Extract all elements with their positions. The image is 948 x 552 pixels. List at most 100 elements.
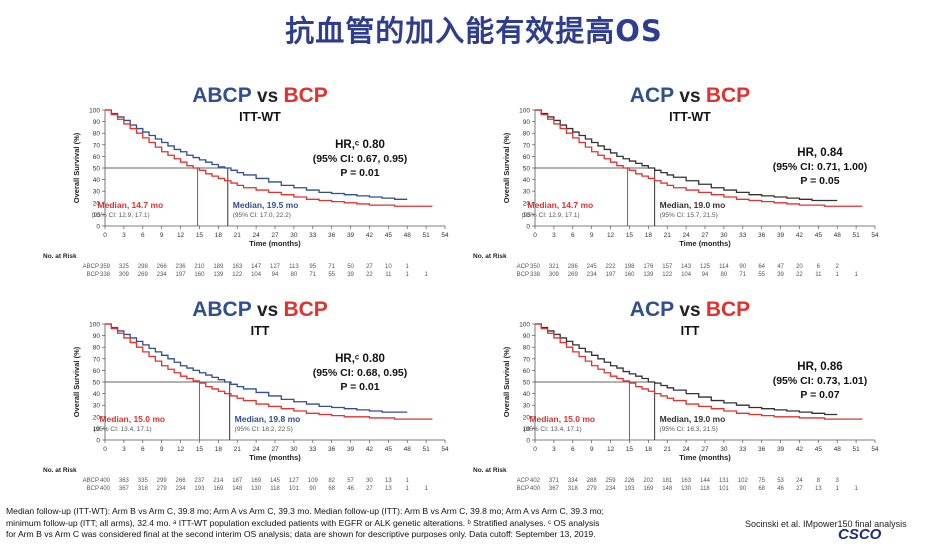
x-tick-label: 33 (739, 446, 747, 453)
arm-b-name: BCP (283, 84, 328, 107)
y-tick-label: 70 (93, 356, 101, 363)
km-panel-abcp-itt: 0 10 20 30 40 50 60 70 80 90 100 0 3 6 9 12 15 18 21 24 27 30… (40, 298, 480, 494)
median-b-ci: (95% CI: 12.9, 17.1) (522, 212, 580, 219)
at-risk-value: 11 (385, 272, 392, 278)
at-risk-value: 318 (138, 486, 149, 492)
y-axis-label: Overall Survival (%) (502, 346, 511, 417)
at-risk-value: 1 (854, 272, 858, 278)
at-risk-value: 80 (291, 272, 298, 278)
x-tick-label: 36 (758, 232, 766, 239)
at-risk-value: 94 (702, 272, 709, 278)
at-risk-value: 145 (270, 478, 281, 484)
y-tick-label: 70 (523, 142, 531, 149)
at-risk-value: 163 (232, 264, 243, 270)
at-risk-value: 1 (836, 272, 840, 278)
at-risk-arm-label: ABCP (83, 478, 99, 484)
x-tick-label: 21 (234, 446, 242, 453)
x-tick-label: 6 (141, 232, 145, 239)
at-risk-value: 197 (176, 272, 187, 278)
x-tick-label: 15 (626, 232, 634, 239)
at-risk-value: 160 (194, 272, 205, 278)
x-tick-label: 27 (701, 232, 709, 239)
x-tick-label: 48 (834, 446, 842, 453)
y-tick-label: 30 (93, 403, 101, 410)
at-risk-value: 130 (681, 486, 692, 492)
arm-a-name: ABCP (192, 298, 252, 321)
at-risk-value: 279 (157, 486, 168, 492)
km-curve-bcp (535, 323, 863, 420)
x-tick-label: 6 (571, 232, 575, 239)
x-tick-label: 18 (645, 446, 653, 453)
at-risk-value: 210 (194, 264, 205, 270)
x-tick-label: 30 (720, 232, 728, 239)
x-tick-label: 18 (215, 446, 223, 453)
at-risk-value: 102 (738, 478, 749, 484)
at-risk-value: 325 (119, 264, 130, 270)
km-curve-bcp (105, 323, 433, 420)
at-risk-value: 371 (549, 478, 560, 484)
x-tick-label: 0 (103, 446, 107, 453)
at-risk-value: 237 (194, 478, 205, 484)
x-tick-label: 45 (815, 232, 823, 239)
at-risk-value: 90 (739, 264, 746, 270)
at-risk-arm-label: BCP (87, 272, 99, 278)
at-risk-value: 101 (289, 486, 300, 492)
at-risk-value: 55 (758, 272, 765, 278)
x-tick-label: 30 (290, 446, 298, 453)
hazard-ratio-box: HR, 0.86 (95% CI: 0.73, 1.01) P = 0.07 (750, 360, 890, 402)
x-tick-label: 9 (160, 232, 164, 239)
km-panel-acp-itt-wt: 0 10 20 30 40 50 60 70 80 90 100 0 3 6 9 12 15 18 21 24 27 30… (470, 84, 910, 280)
p-value: P = 0.07 (800, 389, 840, 401)
median-a-label: Median, 19.5 mo (233, 200, 299, 210)
hazard-ratio-ci: (95% CI: 0.71, 1.00) (772, 161, 868, 173)
y-tick-label: 60 (523, 154, 531, 161)
x-tick-label: 9 (160, 446, 164, 453)
panel-title: ABCP vs BCP (40, 84, 480, 108)
at-risk-value: 181 (662, 478, 673, 484)
at-risk-value: 2 (836, 264, 840, 270)
median-b-label: Median, 14.7 mo (98, 200, 164, 210)
at-risk-value: 222 (606, 264, 617, 270)
at-risk-value: 1 (406, 264, 410, 270)
hazard-ratio-box: HR,ᶜ 0.80 (95% CI: 0.68, 0.95) P = 0.01 (290, 352, 430, 394)
at-risk-value: 1 (406, 272, 410, 278)
at-risk-arm-label: BCP (517, 486, 529, 492)
arm-b-name: BCP (283, 298, 328, 321)
median-b-label: Median, 14.7 mo (528, 200, 594, 210)
at-risk-value: 144 (700, 478, 711, 484)
at-risk-value: 30 (366, 478, 373, 484)
median-b-ci: (95% CI: 12.9, 17.1) (92, 212, 150, 219)
y-tick-label: 40 (93, 391, 101, 398)
y-tick-label: 50 (93, 166, 101, 173)
at-risk-heading: No. at Risk (43, 253, 77, 260)
at-risk-value: 234 (176, 486, 187, 492)
y-tick-label: 90 (523, 119, 531, 126)
arm-a-name: ACP (629, 84, 675, 107)
footnote-line-1: Median follow-up (ITT-WT): Arm B vs Arm … (6, 506, 604, 516)
median-a-label: Median, 19.0 mo (660, 414, 726, 424)
at-risk-value: 197 (606, 272, 617, 278)
at-risk-value: 288 (587, 478, 598, 484)
at-risk-value: 20 (796, 264, 803, 270)
at-risk-value: 71 (739, 272, 746, 278)
at-risk-value: 169 (213, 486, 224, 492)
at-risk-value: 193 (194, 486, 205, 492)
at-risk-value: 53 (777, 478, 784, 484)
at-risk-value: 6 (817, 264, 821, 270)
median-a-label: Median, 19.0 mo (660, 200, 726, 210)
p-value: P = 0.01 (340, 381, 380, 393)
at-risk-arm-label: ACP (517, 264, 529, 270)
at-risk-value: 335 (138, 478, 149, 484)
at-risk-value: 163 (681, 478, 692, 484)
at-risk-value: 367 (549, 486, 560, 492)
at-risk-value: 226 (624, 478, 635, 484)
arm-a-name: ACP (629, 298, 675, 321)
x-tick-label: 30 (290, 232, 298, 239)
y-tick-label: 10 (523, 426, 531, 433)
at-risk-value: 104 (251, 272, 262, 278)
population-label: ITT-WT (669, 110, 711, 124)
x-tick-label: 6 (571, 446, 575, 453)
panel-title: ACP vs BCP (470, 84, 910, 108)
arm-b-name: BCP (705, 84, 751, 107)
x-tick-label: 12 (177, 232, 185, 239)
